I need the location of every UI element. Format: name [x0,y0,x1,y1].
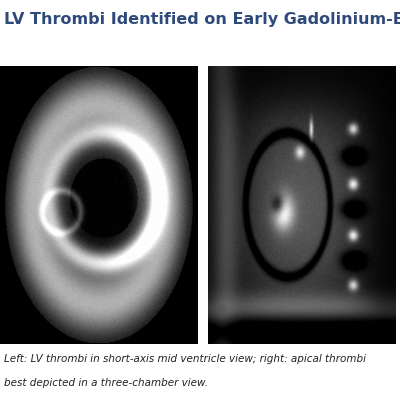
Text: best depicted in a three-chamber view.: best depicted in a three-chamber view. [4,378,208,388]
Text: Left: LV thrombi in short-axis mid ventricle view; right: apical thrombi: Left: LV thrombi in short-axis mid ventr… [4,354,366,364]
Text: LV Thrombi Identified on Early Gadolinium-Enhanced Images: LV Thrombi Identified on Early Gadoliniu… [4,12,400,27]
